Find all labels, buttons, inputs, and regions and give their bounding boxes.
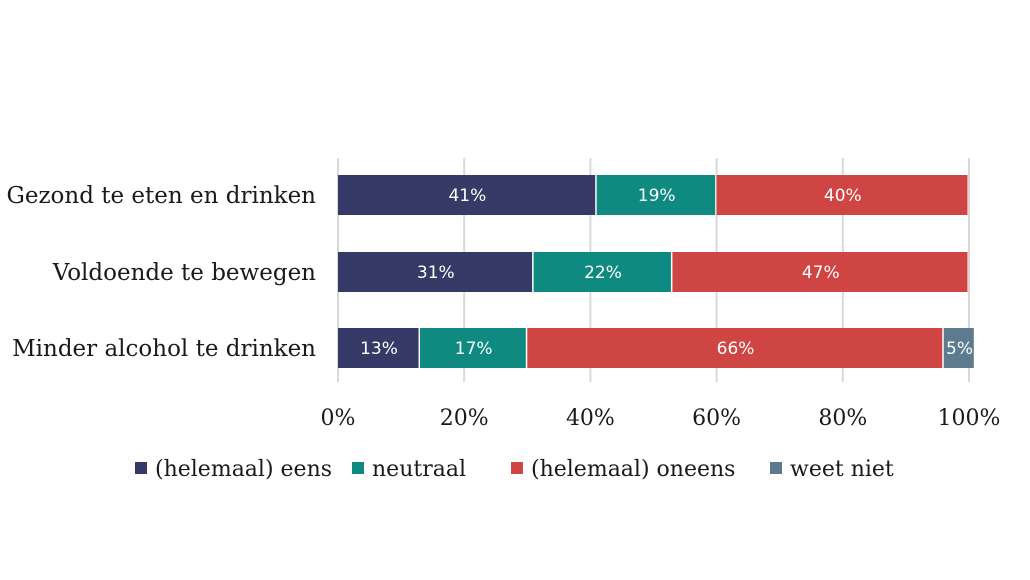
legend-swatch xyxy=(511,462,523,474)
data-label: 31% xyxy=(417,263,455,283)
data-label: 13% xyxy=(360,339,398,359)
legend-label: (helemaal) eens xyxy=(155,457,332,482)
bar-segment xyxy=(338,252,533,292)
category-label: Minder alcohol te drinken xyxy=(12,336,316,362)
data-label: 22% xyxy=(584,263,622,283)
data-label: 47% xyxy=(802,263,840,283)
x-tick-label: 80% xyxy=(818,406,867,431)
x-tick-label: 20% xyxy=(440,406,489,431)
x-tick-label: 100% xyxy=(938,406,1001,431)
legend: (helemaal) eens neutraal (helemaal) oneens… xyxy=(135,457,894,482)
x-tick-label: 40% xyxy=(566,406,615,431)
legend-label: weet niet xyxy=(790,457,894,482)
data-label: 19% xyxy=(638,186,676,206)
data-label: 17% xyxy=(455,339,493,359)
bars: 41% 19% 40% 31% 22% 47% 13% 17% 66% 5% xyxy=(338,175,974,368)
legend-label: neutraal xyxy=(372,457,466,482)
x-axis-ticks: 0% 20% 40% 60% 80% 100% xyxy=(321,406,1001,431)
x-tick-label: 60% xyxy=(692,406,741,431)
category-label: Voldoende te bewegen xyxy=(52,260,316,286)
category-label: Gezond te eten en drinken xyxy=(6,183,316,209)
legend-swatch xyxy=(770,462,782,474)
data-label: 40% xyxy=(824,186,862,206)
bar-segment xyxy=(527,328,943,368)
legend-swatch xyxy=(135,462,147,474)
bar-segment xyxy=(420,328,526,368)
bar-segment xyxy=(338,175,596,215)
bar-segment xyxy=(716,175,968,215)
bar-segment xyxy=(672,252,968,292)
data-label: 41% xyxy=(448,186,486,206)
legend-swatch xyxy=(352,462,364,474)
legend-label: (helemaal) oneens xyxy=(531,457,735,482)
data-label: 5% xyxy=(946,339,973,359)
bar-segment xyxy=(943,328,974,368)
bar-segment xyxy=(338,328,419,368)
x-tick-label: 0% xyxy=(321,406,356,431)
category-labels: Gezond te eten en drinken Voldoende te be… xyxy=(6,183,316,362)
bar-segment xyxy=(596,175,716,215)
data-label: 66% xyxy=(717,339,755,359)
bar-segment xyxy=(533,252,671,292)
